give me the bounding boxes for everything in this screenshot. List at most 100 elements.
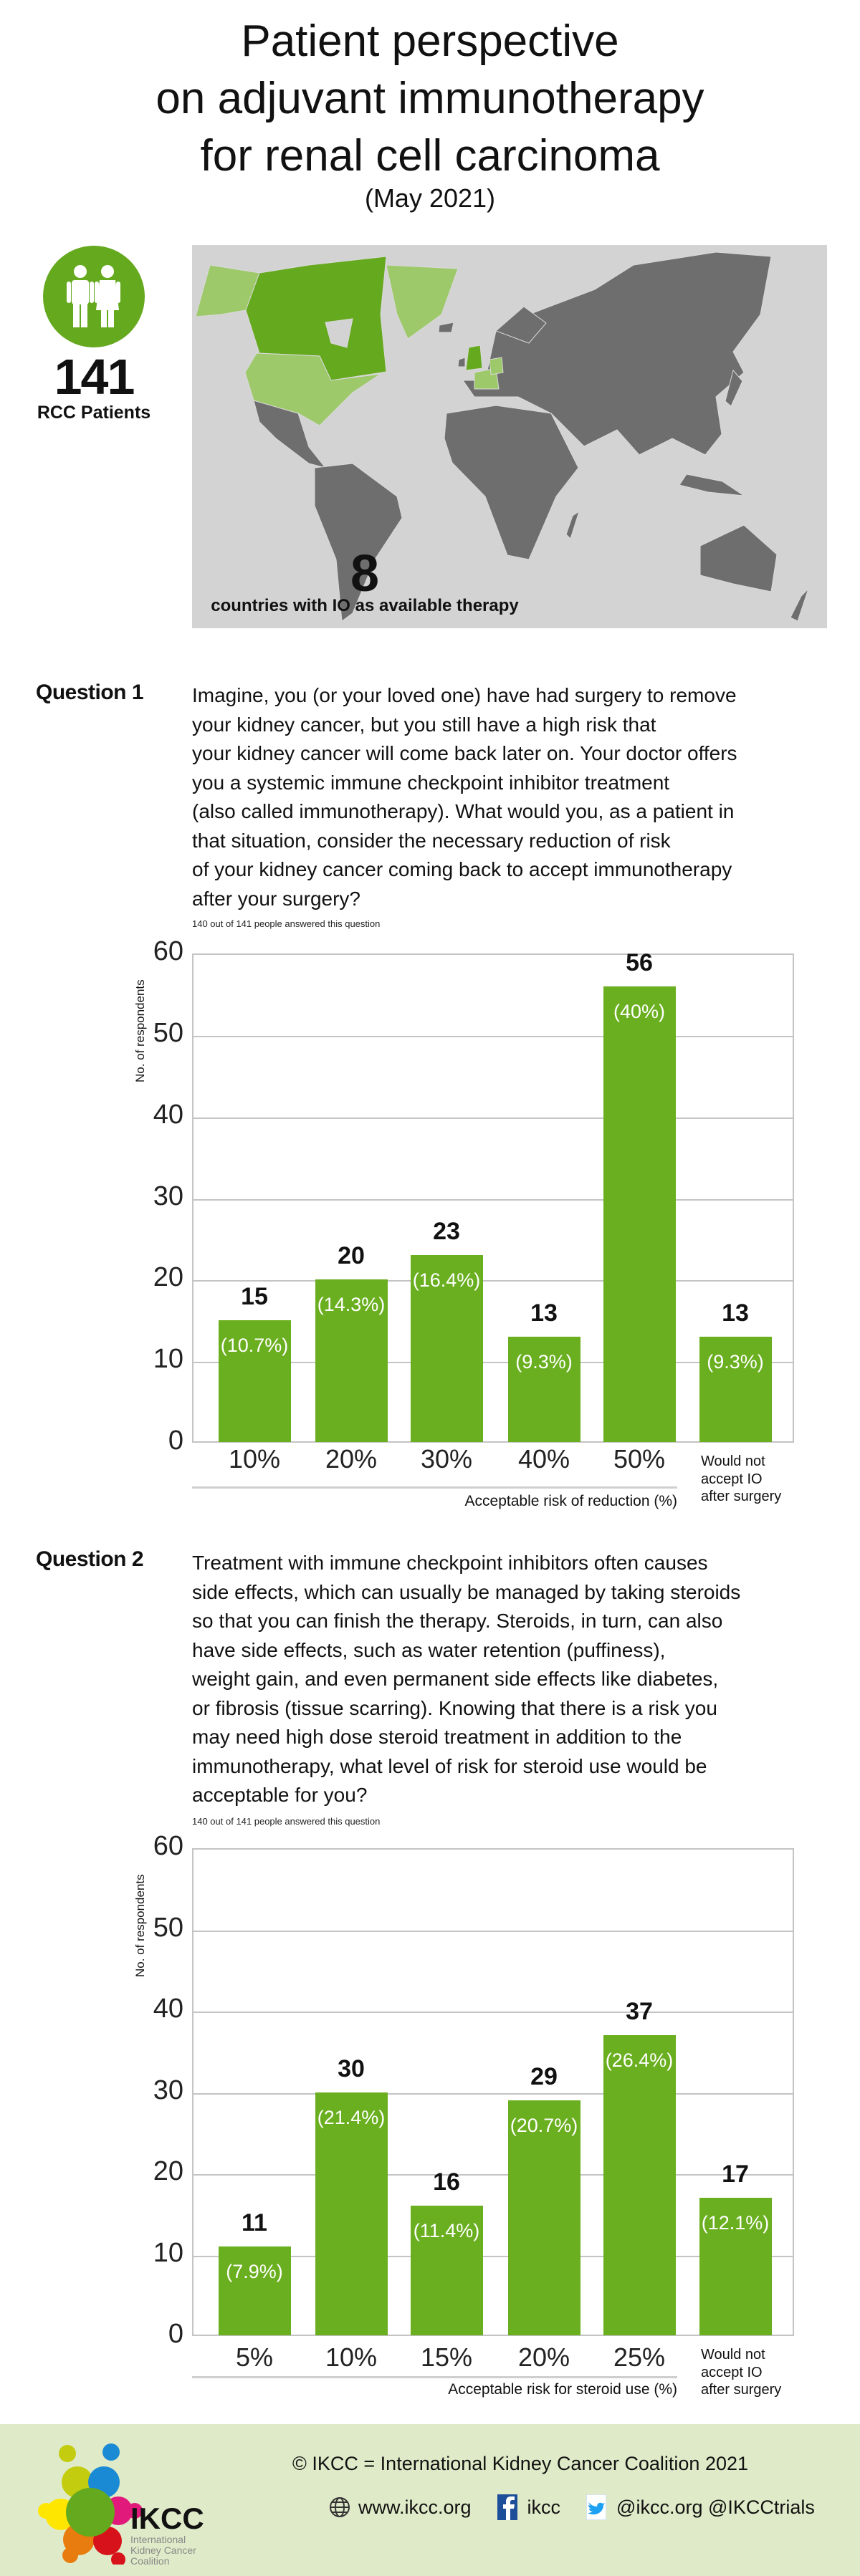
question-line: (also called immunotherapy). What would … bbox=[192, 800, 735, 822]
x-axis-line bbox=[192, 1486, 677, 1489]
social-links: www.ikcc.org ikcc @ikcc.org @IKCCtrials bbox=[328, 2494, 815, 2521]
bar bbox=[699, 2198, 772, 2335]
question-line: so that you can finish the therapy. Ster… bbox=[192, 1610, 723, 1632]
facebook-icon[interactable] bbox=[497, 2494, 520, 2520]
x-category-label: 20% bbox=[325, 1444, 378, 1474]
gridline bbox=[194, 1035, 793, 1037]
bar-value-label: 37 bbox=[626, 1998, 653, 2026]
patient-count: 141 bbox=[54, 349, 135, 405]
question-line: acceptable for you? bbox=[192, 1784, 368, 1806]
twitter-link[interactable]: @ikcc.org @IKCCtrials bbox=[616, 2496, 815, 2518]
svg-text:Kidney Cancer: Kidney Cancer bbox=[130, 2544, 196, 2556]
logo-text: IKCC bbox=[130, 2501, 204, 2535]
bar-percent-label: (40%) bbox=[613, 1000, 666, 1022]
gridline bbox=[194, 1280, 793, 1282]
website-link[interactable]: www.ikcc.org bbox=[358, 2496, 472, 2518]
title-line: Patient perspective bbox=[241, 16, 619, 66]
gridline bbox=[194, 1198, 793, 1201]
twitter-icon[interactable] bbox=[586, 2494, 609, 2521]
x-category-label: 25% bbox=[613, 2342, 666, 2372]
title-line: for renal cell carcinoma bbox=[200, 131, 660, 181]
bar-value-label: 16 bbox=[433, 2168, 460, 2196]
y-tick-label: 50 bbox=[153, 1017, 183, 1048]
x-category-label: Would not accept IO after surgery bbox=[701, 2346, 781, 2399]
bar-value-label: 56 bbox=[626, 948, 653, 976]
bar-value-label: 15 bbox=[241, 1283, 268, 1311]
map-ireland bbox=[457, 357, 466, 367]
bar-value-label: 20 bbox=[338, 1242, 365, 1270]
gridline bbox=[194, 2174, 793, 2176]
question-1-label: Question 1 bbox=[36, 681, 144, 704]
y-tick-label: 30 bbox=[153, 1181, 183, 1211]
io-country-caption: countries with IO as available therapy bbox=[211, 596, 519, 615]
title-line: on adjuvant immunotherapy bbox=[156, 74, 704, 123]
globe-icon bbox=[328, 2494, 351, 2520]
y-tick-label: 40 bbox=[153, 1994, 183, 2024]
question-line: Treatment with immune checkpoint inhibit… bbox=[192, 1552, 708, 1574]
y-axis-title: No. of respondents bbox=[133, 979, 147, 1082]
world-map bbox=[192, 245, 827, 628]
facebook-link[interactable]: ikcc bbox=[527, 2496, 561, 2518]
map-germany bbox=[489, 357, 504, 375]
bar bbox=[218, 2246, 291, 2335]
y-tick-label: 20 bbox=[153, 1262, 183, 1293]
plot-area bbox=[192, 1848, 794, 2336]
bar-percent-label: (9.3%) bbox=[515, 1351, 573, 1373]
x-axis-title: Acceptable risk of reduction (%) bbox=[464, 1493, 677, 1509]
question-2-label: Question 2 bbox=[36, 1547, 144, 1571]
bar bbox=[410, 1255, 483, 1442]
y-tick-label: 60 bbox=[153, 936, 183, 966]
map-scandinavia bbox=[495, 306, 547, 344]
map-south-america bbox=[314, 463, 403, 622]
y-tick-label: 10 bbox=[153, 2237, 183, 2268]
bar-value-label: 17 bbox=[722, 2161, 749, 2188]
x-category-label: 40% bbox=[517, 1444, 570, 1474]
x-category-label: 10% bbox=[228, 1444, 281, 1474]
bar bbox=[410, 2206, 483, 2335]
bar-value-label: 13 bbox=[722, 1299, 749, 1327]
copyright: © IKCC = International Kidney Cancer Coa… bbox=[292, 2453, 749, 2474]
bar bbox=[603, 986, 676, 1442]
x-category-label: 15% bbox=[420, 2342, 473, 2372]
question-2-answered: 140 out of 141 people answered this ques… bbox=[192, 1816, 381, 1827]
bar-percent-label: (12.1%) bbox=[701, 2212, 770, 2234]
y-axis-title: No. of respondents bbox=[133, 1874, 147, 1977]
io-country-count: 8 bbox=[350, 545, 380, 602]
patient-count-label: RCC Patients bbox=[37, 403, 151, 423]
x-category-label-line: after surgery bbox=[701, 1489, 782, 1504]
footer bbox=[0, 2424, 860, 2576]
question-line: have side effects, such as water retenti… bbox=[192, 1638, 666, 1661]
gridline bbox=[194, 1117, 793, 1119]
question-line: after your surgery? bbox=[192, 887, 360, 910]
gridline bbox=[194, 2092, 793, 2095]
ikcc-logo: IKCC International Kidney Cancer Coaliti… bbox=[36, 2439, 215, 2568]
x-axis-title: Acceptable risk for steroid use (%) bbox=[448, 2381, 677, 2398]
gridline bbox=[194, 1930, 793, 1932]
bar bbox=[218, 1320, 291, 1442]
bar-percent-label: (10.7%) bbox=[220, 1335, 289, 1357]
map-eurasia bbox=[462, 251, 772, 456]
question-line: Imagine, you (or your loved one) have ha… bbox=[192, 684, 737, 706]
bar-percent-label: (11.4%) bbox=[413, 2220, 480, 2242]
question-line: or fibrosis (tissue scarring). Knowing t… bbox=[192, 1696, 717, 1719]
bar-value-label: 13 bbox=[530, 1299, 558, 1327]
map-indonesia bbox=[679, 474, 745, 496]
bar-percent-label: (21.4%) bbox=[317, 2106, 386, 2128]
question-line: that situation, consider the necessary r… bbox=[192, 829, 671, 852]
bar bbox=[315, 2092, 388, 2335]
x-category-label-line: after surgery bbox=[701, 2382, 782, 2398]
question-2-text: Treatment with immune checkpoint inhibit… bbox=[192, 1549, 740, 1810]
bar-percent-label: (7.9%) bbox=[226, 2261, 283, 2283]
question-line: weight gain, and even permanent side eff… bbox=[192, 1668, 719, 1690]
question-line: your kidney cancer, but you still have a… bbox=[192, 713, 656, 736]
y-tick-label: 20 bbox=[153, 2156, 183, 2186]
page-subtitle: (May 2021) bbox=[364, 183, 496, 213]
y-tick-label: 0 bbox=[168, 2319, 183, 2349]
bar-value-label: 11 bbox=[242, 2209, 267, 2237]
x-category-label-line: accept IO bbox=[701, 2364, 763, 2380]
map-new-zealand bbox=[790, 588, 809, 622]
question-line: your kidney cancer will come back later … bbox=[192, 742, 737, 764]
x-category-label: 10% bbox=[325, 2342, 378, 2372]
plot-area bbox=[192, 953, 794, 1443]
map-africa bbox=[444, 405, 579, 560]
